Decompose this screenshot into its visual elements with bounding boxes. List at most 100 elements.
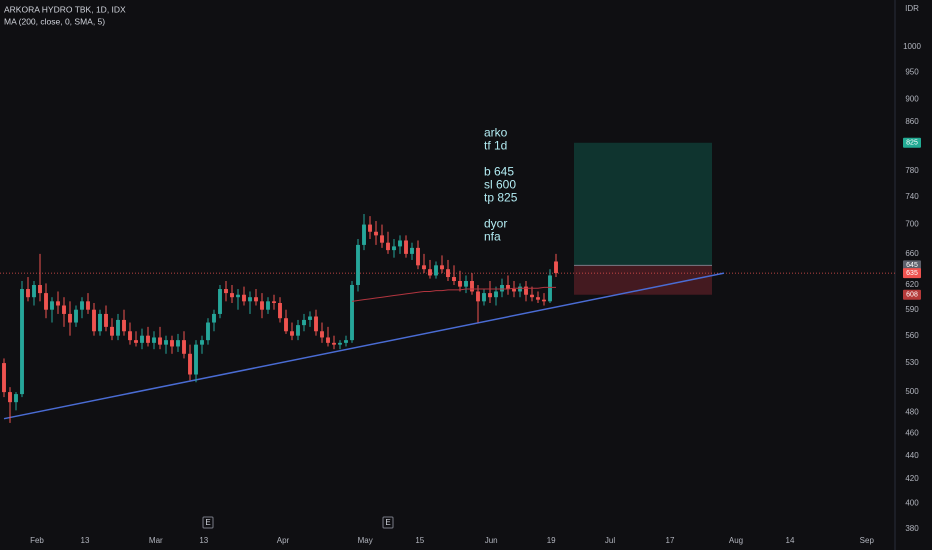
candle-body bbox=[464, 281, 468, 287]
event-marker bbox=[382, 516, 394, 529]
candle-body bbox=[176, 340, 180, 347]
candle-body bbox=[8, 392, 12, 403]
x-tick-label: Mar bbox=[149, 536, 163, 545]
candle-body bbox=[314, 316, 318, 332]
annotation-text: arko bbox=[484, 125, 508, 139]
candle-body bbox=[308, 316, 312, 320]
chart-title: ARKORA HYDRO TBK, 1D, IDX bbox=[4, 4, 126, 14]
candle-body bbox=[188, 353, 192, 375]
event-marker bbox=[202, 516, 214, 529]
candle-body bbox=[74, 309, 78, 323]
candle-body bbox=[344, 340, 348, 343]
candle-body bbox=[134, 340, 138, 343]
candle-body bbox=[386, 242, 390, 251]
candle-body bbox=[500, 285, 504, 292]
price-label: 825 bbox=[906, 140, 918, 147]
candle-body bbox=[422, 265, 426, 270]
candle-body bbox=[14, 394, 18, 403]
candle-body bbox=[200, 340, 204, 345]
candle-body bbox=[146, 335, 150, 343]
ma-line bbox=[351, 286, 557, 302]
event-label: E bbox=[385, 518, 390, 527]
x-tick-label: May bbox=[358, 536, 373, 545]
candle-body bbox=[476, 291, 480, 302]
candle-body bbox=[80, 301, 84, 310]
annotation-text: sl 600 bbox=[484, 177, 516, 191]
candle-body bbox=[128, 331, 132, 341]
x-tick-label: Apr bbox=[277, 536, 290, 545]
candle-body bbox=[98, 313, 102, 332]
candle-body bbox=[212, 313, 216, 323]
price-label-box bbox=[903, 268, 921, 279]
candle-body bbox=[44, 293, 48, 310]
candle-body bbox=[122, 319, 126, 332]
candle-body bbox=[368, 224, 372, 232]
candle-body bbox=[248, 297, 252, 302]
annotation-text: b 645 bbox=[484, 164, 514, 178]
candle-body bbox=[302, 319, 306, 326]
x-tick-label: 15 bbox=[415, 536, 424, 545]
candle-body bbox=[182, 340, 186, 354]
event-label: E bbox=[205, 518, 210, 527]
price-label-box bbox=[903, 137, 921, 148]
y-tick-label: 420 bbox=[905, 474, 919, 483]
target-zone bbox=[574, 142, 713, 266]
annotation-text: tp 825 bbox=[484, 190, 518, 204]
candle-body bbox=[110, 326, 114, 336]
candle-body bbox=[530, 294, 534, 298]
candle-body bbox=[224, 289, 228, 294]
candle-body bbox=[410, 247, 414, 254]
candle-body bbox=[332, 342, 336, 345]
candle-body bbox=[50, 301, 54, 310]
y-tick-label: 440 bbox=[905, 451, 919, 460]
candle-body bbox=[350, 285, 354, 341]
y-tick-label: 1000 bbox=[903, 42, 921, 51]
y-tick-label: 860 bbox=[905, 117, 919, 126]
y-tick-label: 400 bbox=[905, 498, 919, 507]
candle-body bbox=[62, 305, 66, 314]
candle-body bbox=[482, 293, 486, 302]
candle-body bbox=[470, 281, 474, 292]
candle-body bbox=[524, 286, 528, 295]
candle-body bbox=[512, 289, 516, 292]
x-tick-label: 13 bbox=[81, 536, 90, 545]
candle-body bbox=[158, 337, 162, 345]
candle-body bbox=[446, 269, 450, 278]
candle-body bbox=[488, 293, 492, 298]
y-tick-label: 740 bbox=[905, 192, 919, 201]
candle-body bbox=[494, 291, 498, 298]
candle-body bbox=[536, 297, 540, 300]
candle-body bbox=[68, 313, 72, 323]
candle-body bbox=[104, 313, 108, 327]
y-tick-label: 530 bbox=[905, 358, 919, 367]
x-tick-label: Jun bbox=[485, 536, 498, 545]
y-tick-label: 900 bbox=[905, 95, 919, 104]
x-tick-label: 13 bbox=[199, 536, 208, 545]
candle-body bbox=[230, 293, 234, 298]
y-tick-label: 380 bbox=[905, 524, 919, 533]
candle-body bbox=[242, 294, 246, 302]
x-tick-label: 14 bbox=[786, 536, 795, 545]
candle-body bbox=[404, 240, 408, 254]
candle-body bbox=[236, 294, 240, 298]
candle-body bbox=[518, 286, 522, 292]
y-tick-label: 500 bbox=[905, 387, 919, 396]
y-tick-label: 480 bbox=[905, 408, 919, 417]
candle-body bbox=[326, 337, 330, 343]
y-tick-label: 780 bbox=[905, 166, 919, 175]
indicator-legend: MA (200, close, 0, SMA, 5) bbox=[4, 16, 105, 26]
annotation-text: tf 1d bbox=[484, 138, 507, 152]
y-tick-label: 560 bbox=[905, 331, 919, 340]
candle-body bbox=[440, 265, 444, 270]
x-tick-label: Feb bbox=[30, 536, 44, 545]
candle-body bbox=[554, 261, 558, 274]
x-tick-label: Jul bbox=[605, 536, 615, 545]
candle-body bbox=[284, 318, 288, 332]
candle-body bbox=[266, 301, 270, 310]
candle-body bbox=[164, 340, 168, 345]
annotation-text: nfa bbox=[484, 229, 501, 243]
x-tick-label: Aug bbox=[729, 536, 743, 545]
candle-body bbox=[338, 342, 342, 345]
candle-body bbox=[116, 319, 120, 336]
